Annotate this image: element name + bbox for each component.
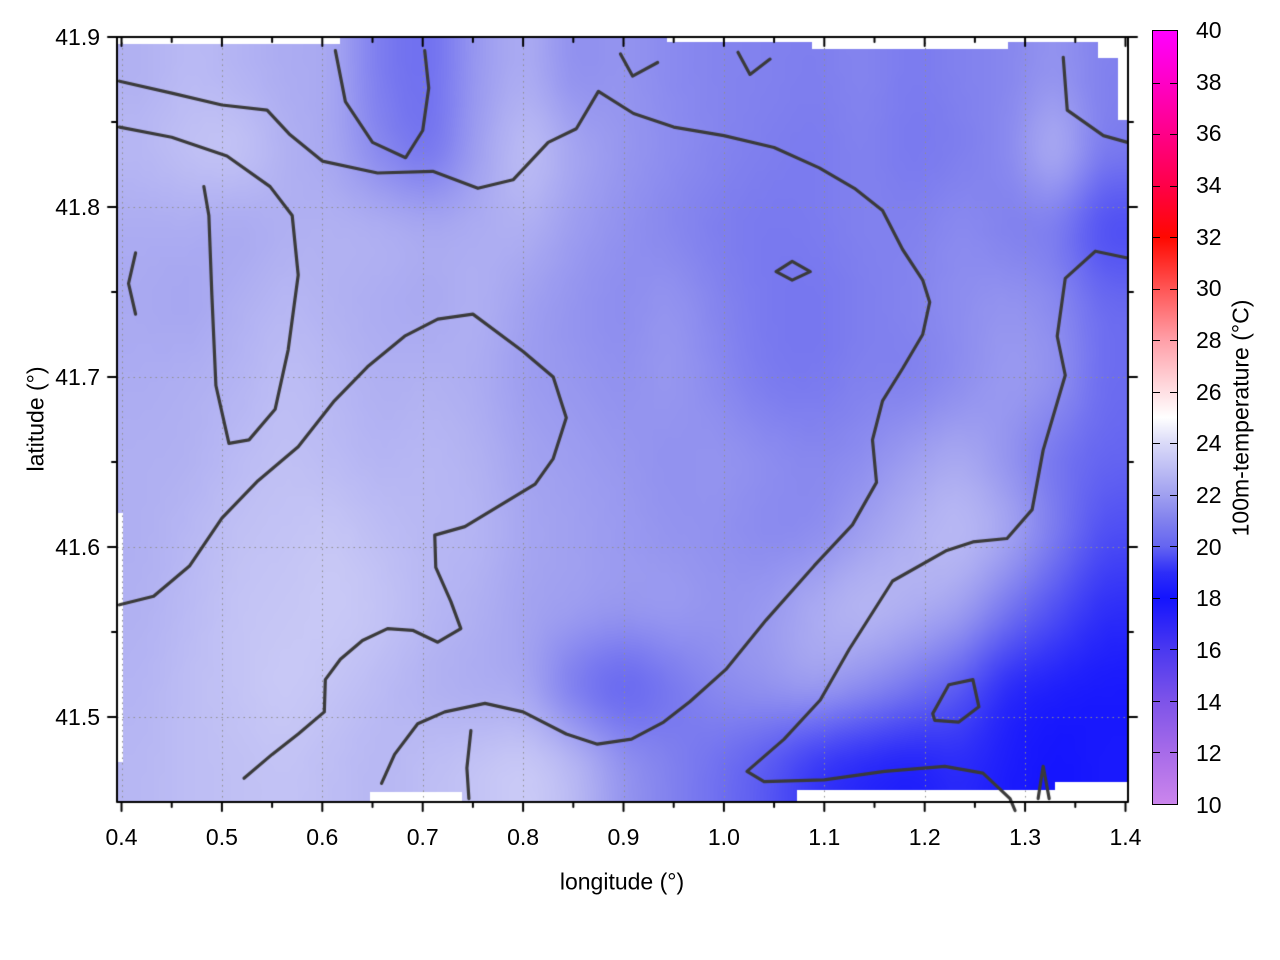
x-tick-label: 0.8 (507, 824, 540, 850)
colorbar-tick-label: 20 (1196, 533, 1222, 560)
colorbar-tick-label: 34 (1196, 172, 1222, 198)
colorbar-tick-label: 16 (1196, 637, 1222, 663)
colorbar-tick (1153, 649, 1160, 651)
y-tick-label: 41.8 (55, 194, 100, 220)
colorbar-tick-label: 30 (1196, 275, 1222, 302)
x-tick-label: 1.4 (1109, 824, 1142, 850)
y-tick-label: 41.6 (55, 534, 100, 560)
x-tick-label: 0.7 (406, 824, 439, 850)
colorbar-tick (1170, 288, 1177, 290)
colorbar-tick-label: 38 (1196, 68, 1222, 95)
colorbar-tick-label: 40 (1196, 17, 1222, 43)
colorbar-tick (1170, 134, 1177, 136)
x-tick-label: 1.1 (808, 824, 841, 850)
colorbar-tick (1153, 134, 1160, 136)
y-axis-label: latitude (°) (22, 366, 49, 472)
colorbar-tick (1170, 82, 1177, 84)
colorbar-tick-label: 10 (1196, 792, 1222, 818)
colorbar-tick-label: 32 (1196, 223, 1222, 250)
colorbar-tick (1170, 185, 1177, 187)
colorbar-tick-label: 26 (1196, 378, 1222, 405)
colorbar-tick (1170, 237, 1177, 239)
colorbar-tick (1170, 391, 1177, 393)
x-axis-label: longitude (°) (559, 868, 685, 895)
colorbar-tick (1153, 597, 1160, 599)
colorbar-tick (1153, 391, 1160, 393)
y-tick-label: 41.7 (55, 364, 100, 390)
colorbar-tick (1170, 700, 1177, 702)
colorbar-tick (1153, 185, 1160, 187)
colorbar-tick (1170, 546, 1177, 548)
colorbar-tick (1170, 752, 1177, 754)
x-tick-label: 0.5 (205, 824, 238, 850)
colorbar-tick-label: 22 (1196, 482, 1222, 508)
colorbar-tick (1153, 752, 1160, 754)
x-tick-label: 0.4 (105, 824, 138, 850)
colorbar-gradient (1152, 30, 1178, 805)
colorbar-tick (1170, 340, 1177, 342)
x-tick-label: 0.9 (607, 824, 640, 850)
colorbar-tick (1170, 649, 1177, 651)
y-tick-label: 41.9 (55, 24, 100, 50)
colorbar-tick (1153, 546, 1160, 548)
colorbar-tick-label: 12 (1196, 740, 1222, 767)
x-tick-label: 0.6 (306, 824, 339, 850)
colorbar-tick (1153, 443, 1160, 445)
y-tick-label: 41.5 (55, 704, 100, 730)
colorbar-tick (1153, 82, 1160, 84)
colorbar-tick (1170, 494, 1177, 496)
colorbar-tick (1153, 340, 1160, 342)
x-tick-label: 1.2 (908, 824, 941, 850)
colorbar-tick (1170, 443, 1177, 445)
x-tick-label: 1.3 (1009, 824, 1042, 850)
colorbar-tick (1153, 700, 1160, 702)
colorbar-tick-label: 24 (1196, 430, 1222, 457)
colorbar-label: 100m-temperature (°C) (1227, 299, 1254, 537)
colorbar-tick-label: 36 (1196, 120, 1222, 147)
colorbar-tick (1153, 494, 1160, 496)
colorbar-tick-label: 28 (1196, 327, 1222, 353)
x-tick-label: 1.0 (707, 824, 740, 850)
colorbar-tick-label: 18 (1196, 585, 1222, 612)
colorbar-tick (1170, 597, 1177, 599)
colorbar-tick (1153, 288, 1160, 290)
colorbar-tick-label: 14 (1196, 688, 1222, 715)
colorbar-tick (1153, 237, 1160, 239)
